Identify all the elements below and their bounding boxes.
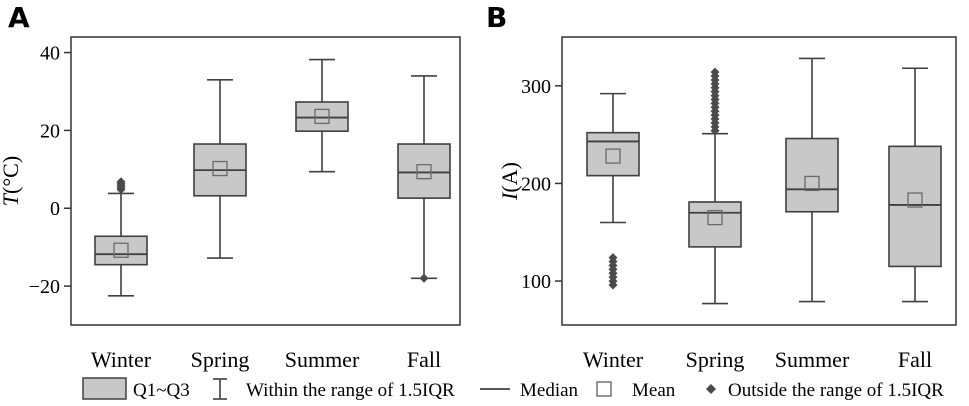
outlier-point (608, 253, 618, 263)
y-tick-label: 20 (40, 120, 60, 142)
x-category-label: Fall (898, 347, 932, 372)
mean-marker (605, 148, 621, 164)
outlier-point (710, 67, 720, 77)
legend-label-q1q3: Q1~Q3 (133, 380, 190, 401)
y-tick-label: 200 (521, 173, 551, 195)
iqr-box (94, 235, 148, 266)
box-winter (586, 92, 640, 290)
y-tick-label: 40 (40, 43, 60, 65)
plot-frame (70, 36, 461, 326)
y-axis-symbol: T (0, 192, 23, 206)
mean-marker (804, 175, 820, 192)
y-tick-label: 0 (50, 198, 60, 220)
mean-marker (113, 242, 129, 258)
box-winter (94, 177, 148, 297)
box-fall (397, 75, 451, 283)
legend-mean-swatch (596, 381, 612, 397)
x-category-label: Winter (583, 347, 644, 372)
legend-label-outlier: Outside the range of 1.5IQR (728, 380, 944, 401)
y-axis-symbol: I (497, 191, 522, 201)
y-axis-unit: (A) (497, 162, 522, 193)
legend: Q1~Q3 Within the range of 1.5IQR Median Mea… (82, 377, 944, 401)
y-axis-title: T(°C) (0, 156, 23, 206)
mean-marker (707, 209, 723, 226)
iqr-box (586, 131, 640, 177)
x-category-label: Summer (775, 347, 850, 372)
x-category-label: Spring (191, 347, 250, 372)
panel-b-chart: 100 200 300 I(A) Winter Spring Summer Fall (497, 36, 957, 372)
legend-label-whisker: Within the range of 1.5IQR (246, 380, 455, 401)
box-summer (785, 57, 839, 303)
panel-a-letter: A (8, 1, 30, 34)
iqr-box (397, 143, 451, 199)
box-summer (295, 58, 349, 173)
plot-frame (561, 36, 957, 326)
outlier-point (116, 177, 126, 187)
outlier-point (419, 273, 429, 283)
x-category-label: Summer (285, 347, 360, 372)
mean-marker (907, 192, 923, 208)
x-category-label: Spring (686, 347, 745, 372)
iqr-box (295, 101, 349, 132)
y-tick-label: 100 (521, 271, 551, 293)
mean-marker (212, 160, 228, 177)
y-tick-label: −20 (29, 276, 60, 298)
box-fall (888, 67, 942, 303)
x-category-label: Winter (91, 347, 152, 372)
iqr-box (888, 145, 942, 268)
y-axis-unit: (°C) (0, 156, 23, 194)
iqr-box (688, 201, 742, 248)
x-category-label: Fall (407, 347, 441, 372)
box-spring (193, 79, 247, 259)
mean-marker (314, 108, 330, 125)
legend-label-mean: Mean (632, 380, 676, 401)
panel-b-letter: B (486, 1, 507, 34)
panel-a-chart: −20 0 20 40 T(°C) Winter Spring Summer Fall (0, 36, 461, 372)
mean-marker (416, 164, 432, 180)
legend-label-median: Median (520, 380, 579, 401)
y-tick-label: 300 (521, 76, 551, 98)
y-axis-title: I(A) (497, 162, 522, 201)
legend-box-swatch (82, 377, 127, 400)
box-spring (688, 67, 742, 305)
legend-outlier-swatch (706, 384, 716, 394)
iqr-box (785, 137, 839, 213)
